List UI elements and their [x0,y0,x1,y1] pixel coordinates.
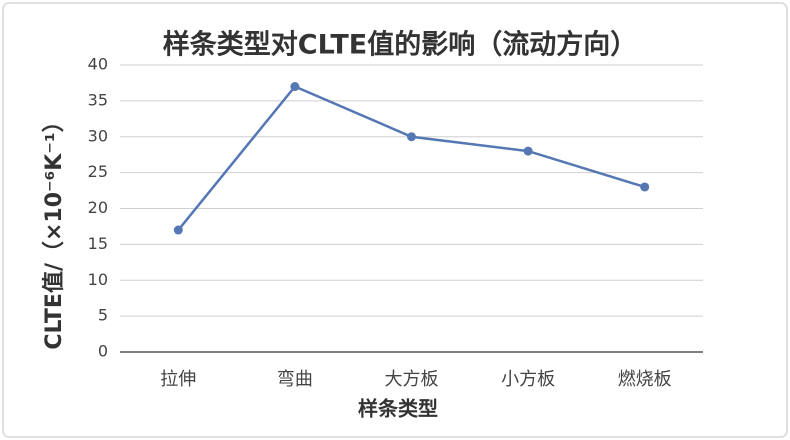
chart-title: 样条类型对CLTE值的影响（流动方向） [163,29,637,61]
y-tick-label: 0 [98,342,108,361]
point [173,225,183,235]
y-tick-label: 35 [88,90,108,109]
y-tick-label: 15 [88,234,108,253]
point [523,146,533,156]
point [640,182,650,192]
y-tick-label: 25 [88,162,108,181]
y-tick-label: 20 [88,198,108,217]
y-tick-label: 10 [88,270,108,289]
x-axis-label: 样条类型 [358,397,438,421]
point [407,132,416,142]
point [290,82,300,92]
x-tick-label: 小方板 [501,369,555,390]
y-tick-label: 40 [88,55,108,74]
y-axis-label: CLTE值/（×10⁻⁶K⁻¹） [41,110,67,349]
x-tick-label: 弯曲 [277,369,313,390]
y-tick-label: 5 [98,306,108,325]
x-tick-label: 燃烧板 [618,369,672,390]
y-tick-label: 30 [88,126,108,145]
x-tick-label: 大方板 [385,369,439,390]
x-tick-label: 拉伸 [160,369,196,390]
